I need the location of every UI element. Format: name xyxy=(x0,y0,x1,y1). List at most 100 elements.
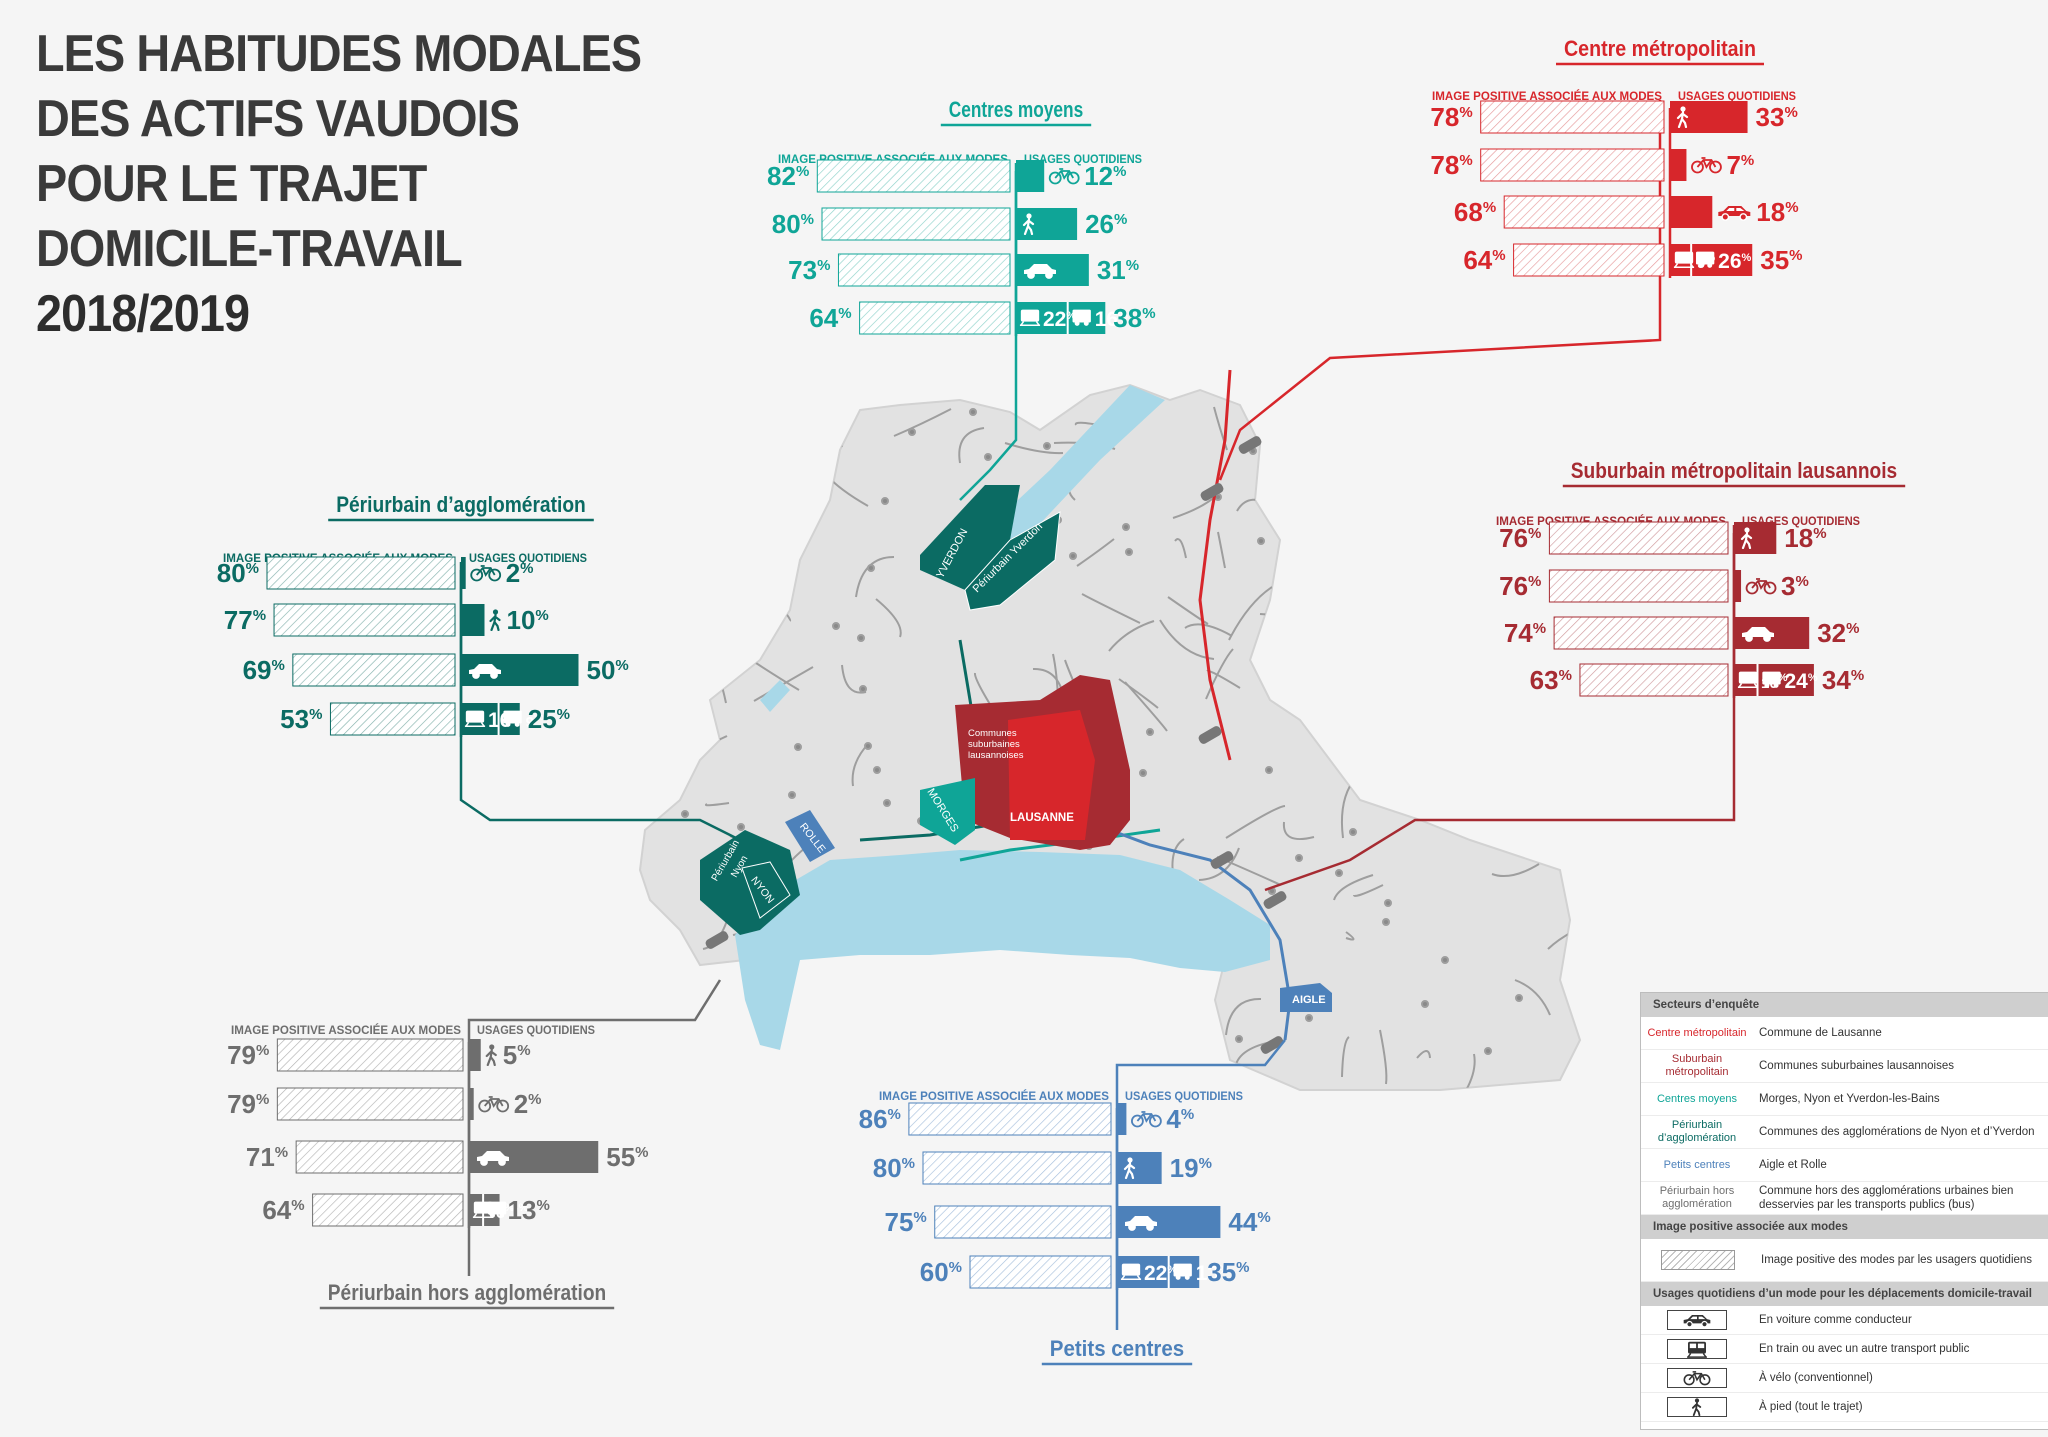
percent-sign: % xyxy=(1784,104,1797,121)
legend-secteur-row: Périurbain d’agglomération Communes des a… xyxy=(1641,1116,2048,1149)
map-label-lausanne: LAUSANNE xyxy=(1010,812,1074,824)
percent-sign: % xyxy=(1181,1106,1194,1123)
usage-value: 50% xyxy=(587,655,629,685)
legend-hatch-swatch xyxy=(1661,1250,1735,1270)
network-node xyxy=(788,791,796,799)
zone-yverdon xyxy=(920,485,1020,590)
zone-lausanne xyxy=(1008,710,1095,840)
network-line xyxy=(1491,863,1540,877)
network-line xyxy=(1341,1036,1350,1078)
usage-bar xyxy=(461,604,485,636)
network-node xyxy=(1139,769,1147,777)
image-positive-value: 74% xyxy=(1504,618,1546,648)
percent-sign: % xyxy=(1167,1264,1177,1276)
percent-sign: % xyxy=(1741,152,1754,169)
lake-joux xyxy=(760,680,790,712)
network-line xyxy=(1225,805,1286,839)
map-label-aigle: AIGLE xyxy=(1292,994,1326,1006)
bicycle-icon xyxy=(1691,157,1722,174)
percent-sign: % xyxy=(1459,104,1472,121)
network-node xyxy=(1515,994,1523,1002)
title-line-3: POUR LE TRAJET xyxy=(36,155,427,213)
image-positive-value: 73% xyxy=(788,255,830,285)
network-node xyxy=(864,742,872,750)
bicycle-icon xyxy=(1131,1111,1162,1128)
image-positive-bar xyxy=(292,653,456,687)
legend-usage-icon-box xyxy=(1667,1339,1727,1359)
image-positive-value: 78% xyxy=(1430,102,1472,132)
usage-value: 32% xyxy=(1817,618,1859,648)
network-node xyxy=(1265,766,1273,774)
train-icon xyxy=(1686,1341,1708,1358)
legend-usages-list: En voiture comme conducteur En train ou a… xyxy=(1641,1306,2048,1422)
usage-bar xyxy=(1734,522,1777,554)
network-node xyxy=(857,634,865,642)
image-positive-bar xyxy=(295,1140,464,1174)
legend-secteur-desc: Commune hors des agglomérations urbaines… xyxy=(1759,1185,2014,1211)
percent-sign: % xyxy=(256,1042,269,1059)
chart-right-header: USAGES QUOTIDIENS xyxy=(1678,91,1796,103)
network-node xyxy=(1125,548,1133,556)
percent-sign: % xyxy=(635,1144,648,1161)
network-line xyxy=(1118,678,1159,709)
chart-periurbain_hors: Périurbain hors agglomération IMAGE POSIT… xyxy=(227,979,722,1310)
legend-secteur-name: Petits centres xyxy=(1663,1158,1731,1171)
network-node xyxy=(832,622,840,630)
usage-value: 2% xyxy=(514,1089,542,1119)
usage-value: 34% xyxy=(1822,665,1864,695)
percent-sign: % xyxy=(902,1155,915,1172)
percent-sign: % xyxy=(817,257,830,274)
percent-sign: % xyxy=(1533,620,1546,637)
usage-bar xyxy=(469,1039,481,1071)
legend-usage-desc: À pied (tout le trajet) xyxy=(1759,1401,1863,1413)
usage-bar xyxy=(1734,570,1742,602)
percent-sign: % xyxy=(1559,667,1572,684)
percent-sign: % xyxy=(253,607,266,624)
legend-secteur-row: Suburbain métropolitain Communes suburbai… xyxy=(1641,1050,2048,1083)
usage-value: 18% xyxy=(1756,197,1798,227)
image-positive-bar xyxy=(1548,569,1729,603)
image-positive-value: 68% xyxy=(1454,197,1496,227)
station-marker xyxy=(1198,726,1222,744)
usage-value: 35% xyxy=(1207,1257,1249,1287)
image-positive-bar xyxy=(266,556,456,590)
network-line xyxy=(1282,821,1315,841)
legend-secteur-name: Périurbain d’agglomération xyxy=(1657,1119,1737,1144)
usage-bar xyxy=(1016,160,1045,192)
usage-bar xyxy=(1670,196,1713,228)
legend-secteur-desc: Commune de Lausanne xyxy=(1759,1027,1882,1039)
image-positive-bar xyxy=(1513,243,1665,277)
percent-sign: % xyxy=(1851,667,1864,684)
percent-sign: % xyxy=(1219,1264,1229,1276)
network-node xyxy=(908,428,916,436)
zone-aigle xyxy=(1280,983,1332,1012)
usage-value: 44% xyxy=(1228,1207,1270,1237)
lake-neuchatel xyxy=(970,385,1165,570)
bicycle-icon xyxy=(1683,1371,1711,1386)
network-line xyxy=(1379,1029,1388,1085)
percent-sign: % xyxy=(1118,310,1128,322)
legend-secteurs-header: Secteurs d’enquête xyxy=(1641,993,2048,1017)
percent-sign: % xyxy=(1742,252,1752,264)
chart-right-header: USAGES QUOTIDIENS xyxy=(1024,154,1142,166)
legend-image-row: Image positive des modes par les usagers… xyxy=(1641,1239,2048,1282)
legend-secteur-desc: Communes des agglomérations de Nyon et d… xyxy=(1759,1126,2035,1138)
network-node xyxy=(867,564,875,572)
network-node xyxy=(681,810,689,818)
percent-sign: % xyxy=(1846,620,1859,637)
percent-sign: % xyxy=(1528,573,1541,590)
image-positive-value: 75% xyxy=(884,1207,926,1237)
percent-sign: % xyxy=(949,1259,962,1276)
bicycle-icon xyxy=(1745,578,1777,595)
zone-rolle xyxy=(785,810,835,862)
image-positive-value: 80% xyxy=(772,209,814,239)
station-marker xyxy=(1238,436,1262,454)
image-positive-value: 79% xyxy=(227,1040,269,1070)
image-positive-bar xyxy=(329,702,456,736)
percent-sign: % xyxy=(838,305,851,322)
percent-sign: % xyxy=(1492,247,1505,264)
image-positive-bar xyxy=(1480,100,1665,134)
network-node xyxy=(1349,828,1357,836)
usage-bar xyxy=(1117,1152,1162,1184)
lake-geneva xyxy=(735,850,1270,1050)
